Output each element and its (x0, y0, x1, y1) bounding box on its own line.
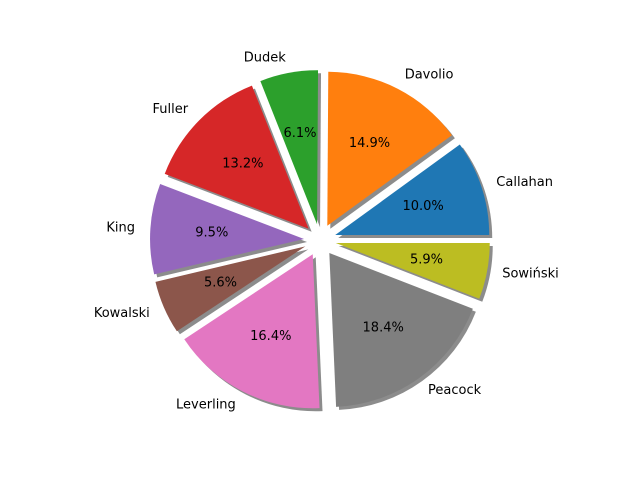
pct-label-peacock: 18.4% (363, 321, 404, 336)
slice-label-peacock: Peacock (428, 383, 482, 398)
pct-label-kowalski: 5.6% (204, 276, 237, 291)
slice-labels: 10.0% Callahan 14.9% Davolio 6.1% Dudek 13.2% F… (94, 50, 559, 412)
slice-label-leverling: Leverling (176, 398, 236, 413)
slice-dudek (260, 70, 319, 225)
pct-label-fuller: 13.2% (222, 156, 263, 171)
slice-fuller (164, 85, 309, 229)
slice-peacock (329, 253, 473, 407)
slice-kowalski (155, 246, 306, 332)
slice-label-callahan: Callahan (496, 175, 553, 190)
pct-label-callahan: 10.0% (402, 199, 443, 214)
pct-label-king: 9.5% (195, 225, 228, 240)
pct-label-leverling: 16.4% (250, 329, 291, 344)
pct-label-sowinski: 5.9% (410, 253, 443, 268)
pct-label-dudek: 6.1% (283, 126, 316, 141)
slice-davolio (327, 71, 452, 226)
slice-callahan (335, 144, 490, 236)
pie-slices (150, 70, 490, 409)
slice-label-kowalski: Kowalski (94, 306, 150, 321)
slice-label-dudek: Dudek (244, 50, 286, 65)
slice-label-fuller: Fuller (153, 102, 189, 117)
slice-king (150, 184, 305, 275)
pct-label-davolio: 14.9% (349, 136, 390, 151)
slice-leverling (184, 254, 320, 409)
slice-label-king: King (106, 220, 135, 235)
slice-label-davolio: Davolio (405, 68, 454, 83)
slice-sowinski (335, 242, 490, 299)
slice-label-sowinski: Sowiński (502, 267, 559, 282)
